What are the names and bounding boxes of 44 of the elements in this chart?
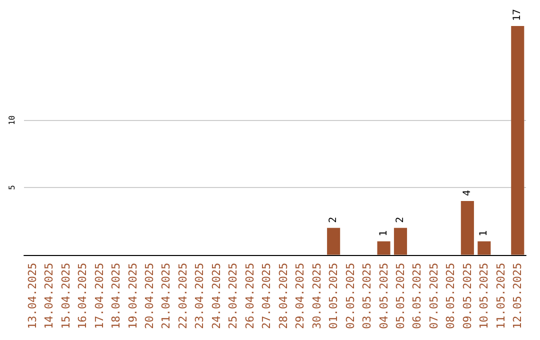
x-tick-label: 16.04.2025	[76, 262, 90, 330]
data-label: 4	[462, 190, 473, 196]
x-tick-label: 23.04.2025	[193, 262, 206, 330]
x-tick-label: 09.05.2025	[460, 262, 474, 330]
x-tick-label: 21.04.2025	[160, 262, 173, 330]
x-tick-label: 20.04.2025	[143, 262, 156, 330]
x-tick-label: 15.04.2025	[59, 262, 72, 330]
x-tick-label: 18.04.2025	[110, 262, 123, 330]
x-tick-label: 01.05.2025	[327, 262, 340, 330]
x-tick-label: 14.04.2025	[42, 262, 56, 330]
x-tick-label: 02.05.2025	[344, 262, 357, 330]
x-tick-label: 30.04.2025	[310, 262, 324, 330]
x-tick-label: 11.05.2025	[494, 262, 508, 330]
bar	[460, 200, 474, 255]
x-tick-label: 26.04.2025	[243, 262, 256, 330]
bar	[478, 241, 491, 255]
bar	[327, 228, 340, 255]
y-tick-label: 10	[8, 115, 16, 126]
x-tick-label: 24.04.2025	[210, 262, 223, 330]
x-tick-label: 22.04.2025	[176, 262, 190, 330]
x-tick-label: 25.04.2025	[226, 262, 240, 330]
bar	[394, 228, 408, 255]
data-label: 1	[378, 230, 390, 236]
x-tick-label: 28.04.2025	[276, 262, 290, 330]
x-tick-label: 13.04.2025	[26, 262, 39, 330]
x-tick-label: 12.05.2025	[511, 262, 524, 330]
bar	[511, 26, 524, 255]
data-label: 2	[395, 216, 406, 223]
x-tick-label: 06.05.2025	[410, 262, 424, 330]
x-tick-label: 04.05.2025	[377, 262, 390, 330]
x-tick-label: 03.05.2025	[360, 262, 374, 330]
x-tick-label: 08.05.2025	[444, 262, 458, 330]
x-tick-label: 10.05.2025	[478, 262, 491, 330]
data-label: 17	[512, 8, 524, 21]
x-tick-label: 19.04.2025	[126, 262, 140, 330]
data-label: 2	[328, 216, 340, 223]
x-tick-label: 27.04.2025	[260, 262, 274, 330]
x-tick-label: 07.05.2025	[427, 262, 440, 330]
bar	[377, 241, 390, 255]
y-tick-label: 5	[8, 184, 16, 190]
x-tick-label: 17.04.2025	[92, 262, 106, 330]
x-tick-label: 29.04.2025	[294, 262, 307, 330]
data-label: 1	[478, 230, 490, 236]
x-tick-label: 05.05.2025	[394, 262, 407, 330]
